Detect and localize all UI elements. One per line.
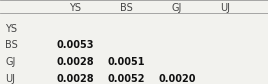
Text: BS: BS [5, 40, 18, 50]
Text: 0.0028: 0.0028 [56, 57, 94, 67]
Text: 0.0053: 0.0053 [56, 40, 94, 50]
Text: 0.0052: 0.0052 [107, 74, 145, 84]
Text: YS: YS [69, 3, 81, 13]
Text: 0.0051: 0.0051 [107, 57, 145, 67]
Text: GJ: GJ [172, 3, 182, 13]
Text: YS: YS [5, 24, 17, 34]
Text: 0.0020: 0.0020 [158, 74, 196, 84]
Text: UJ: UJ [5, 74, 15, 84]
Text: 0.0028: 0.0028 [56, 74, 94, 84]
Text: BS: BS [120, 3, 132, 13]
Text: UJ: UJ [220, 3, 230, 13]
Text: GJ: GJ [5, 57, 16, 67]
